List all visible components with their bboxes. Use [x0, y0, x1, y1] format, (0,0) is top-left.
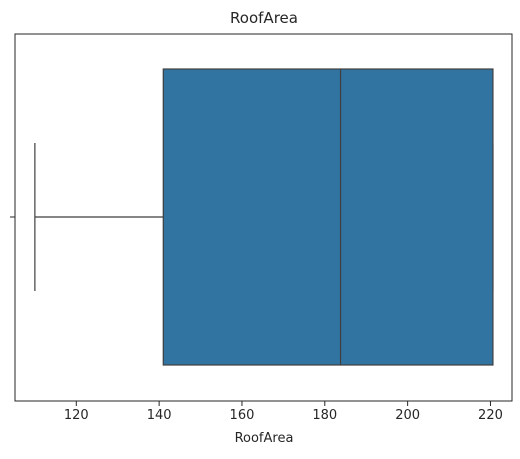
chart-title: RoofArea: [230, 9, 298, 27]
x-tick-label: 160: [230, 408, 255, 423]
interquartile-box: [162, 68, 494, 366]
x-axis-label: RoofArea: [235, 431, 294, 446]
x-tick-label: 120: [64, 408, 89, 423]
x-tick-label: 180: [312, 408, 337, 423]
x-tick-label: 220: [478, 408, 503, 423]
x-tick-label: 200: [395, 408, 420, 423]
x-axis-ticks: 120 140 160 180 200 220: [64, 401, 503, 423]
box-plot-group: [34, 68, 494, 366]
x-tick-label: 140: [147, 408, 172, 423]
